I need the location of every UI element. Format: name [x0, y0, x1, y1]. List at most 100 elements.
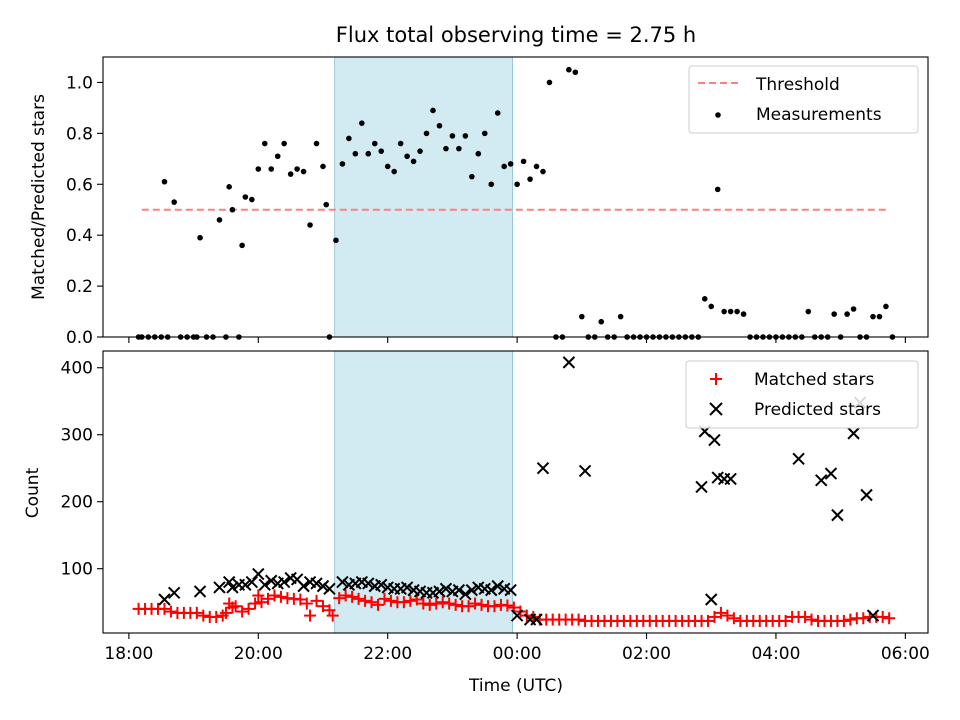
measurement-point — [533, 163, 540, 170]
predicted-star-point — [265, 574, 278, 587]
panel-count-legend: Matched stars Predicted stars — [685, 360, 919, 429]
x-tick-label: 22:00 — [363, 644, 412, 664]
matched-star-point — [242, 602, 255, 615]
x-tick-label: 06:00 — [881, 644, 930, 664]
y-tick-label: 0.4 — [66, 226, 93, 246]
matched-star-point — [310, 594, 323, 607]
measurement-point — [307, 222, 313, 228]
matched-star-point — [352, 592, 365, 605]
predicted-star-point — [323, 582, 336, 595]
measurement-point — [714, 186, 721, 193]
predicted-star-point — [316, 579, 330, 593]
measurement-point — [831, 311, 837, 317]
predicted-star-point — [708, 433, 721, 447]
measurement-point — [216, 217, 223, 223]
matched-star-point — [326, 609, 339, 622]
measurement-point — [883, 303, 889, 310]
predicted-stars-points — [158, 356, 880, 626]
predicted-star-point — [860, 488, 873, 502]
predicted-star-point — [452, 583, 466, 597]
matched-star-point — [252, 589, 265, 602]
y-tick-label: 300 — [61, 426, 93, 446]
y-tick-label: 100 — [61, 560, 93, 580]
measurement-point — [346, 135, 352, 142]
panel-ratio-legend: Threshold Measurements — [688, 65, 919, 134]
matched-star-point — [197, 609, 210, 622]
predicted-star-point — [226, 581, 239, 594]
predicted-star-point — [866, 609, 880, 622]
matched-star-point — [339, 589, 352, 602]
matched-star-point — [378, 592, 391, 605]
measurement-point — [456, 145, 462, 152]
predicted-star-point — [459, 587, 472, 601]
predicted-star-point — [578, 464, 592, 478]
predicted-star-point — [375, 578, 388, 591]
measurement-point — [540, 168, 546, 175]
measurement-point — [268, 166, 275, 172]
measurement-point — [870, 313, 876, 320]
measurement-point — [805, 308, 812, 315]
matched-star-point — [475, 598, 488, 611]
measurement-point — [323, 201, 330, 208]
predicted-star-point — [245, 575, 259, 589]
measurement-point — [161, 178, 168, 185]
matched-star-point — [443, 597, 456, 610]
measurement-point — [598, 318, 605, 325]
measurement-point — [274, 153, 281, 160]
matched-star-point — [469, 597, 482, 610]
y-tick-label: 0.6 — [66, 175, 93, 195]
matched-star-point — [805, 613, 818, 626]
predicted-star-point — [239, 578, 252, 591]
predicted-star-point — [252, 567, 265, 581]
matched-star-point — [844, 613, 857, 626]
legend-predicted-swatch — [709, 402, 723, 416]
measurement-point — [721, 308, 727, 315]
matched-star-point — [799, 610, 812, 623]
predicted-star-point — [362, 577, 375, 590]
legend-predicted-label: Predicted stars — [754, 400, 881, 420]
measurement-point — [339, 161, 346, 167]
measurement-point — [462, 133, 469, 139]
legend-matched-swatch — [710, 373, 722, 385]
predicted-star-point — [491, 579, 504, 593]
y-tick-label: 0.0 — [66, 328, 93, 348]
x-tick-label: 04:00 — [751, 644, 800, 664]
matched-star-point — [359, 594, 372, 607]
predicted-star-point — [504, 583, 517, 597]
measurement-point — [171, 199, 177, 205]
x-axis-label: Time (UTC) — [468, 676, 563, 696]
matched-star-point — [190, 606, 203, 619]
measurement-point — [281, 140, 287, 147]
matched-star-point — [727, 612, 740, 625]
matched-star-point — [384, 594, 397, 607]
measurement-point — [727, 308, 734, 315]
measurement-point — [876, 313, 883, 320]
predicted-star-point — [847, 427, 860, 440]
measurement-point — [333, 237, 339, 244]
legend-measurements-label: Measurements — [756, 105, 882, 125]
predicted-star-point — [510, 609, 524, 622]
measurement-point — [566, 66, 572, 73]
matched-star-point — [572, 613, 585, 626]
matched-star-point — [300, 597, 313, 610]
matched-star-point — [236, 605, 249, 618]
predicted-star-point — [433, 585, 446, 598]
measurement-point — [352, 150, 359, 157]
matched-star-point — [372, 598, 384, 611]
x-tick-label: 00:00 — [493, 644, 542, 664]
measurement-point — [417, 148, 423, 154]
predicted-star-point — [724, 472, 737, 486]
matched-star-point — [702, 614, 714, 627]
predicted-star-point — [336, 575, 349, 589]
measurement-point — [488, 181, 495, 188]
measurement-point — [255, 166, 262, 172]
measurement-point — [436, 122, 443, 129]
matched-star-point — [423, 598, 436, 611]
matched-star-point — [219, 606, 232, 619]
predicted-star-point — [485, 583, 498, 597]
matched-star-point — [304, 609, 317, 622]
predicted-star-point — [824, 467, 838, 480]
measurement-point — [617, 313, 624, 320]
measurement-point — [734, 308, 740, 315]
